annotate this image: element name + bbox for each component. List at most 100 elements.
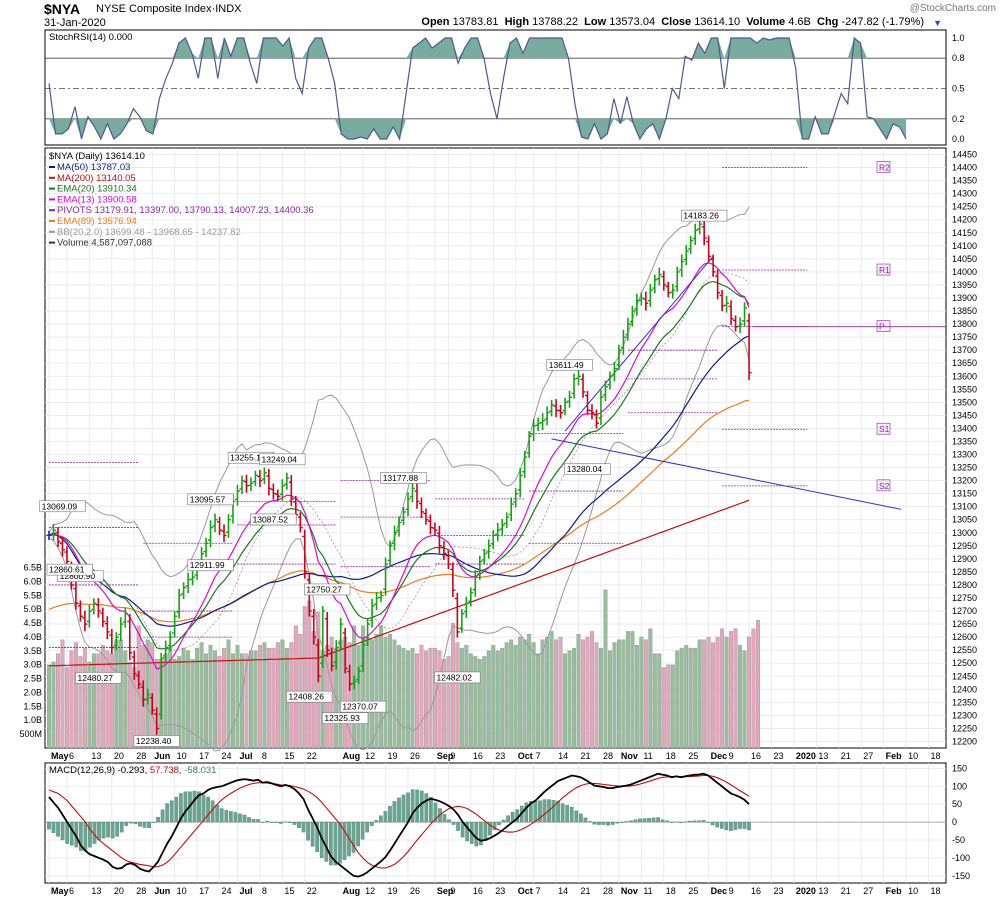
volume-bar: [87, 661, 92, 749]
volume-bar: [545, 636, 550, 749]
ohlc-bar: [306, 574, 312, 617]
macd-hist-bar: [97, 821, 101, 841]
stockcharts-credit[interactable]: @StockCharts.com: [909, 3, 996, 14]
price-tick-label: 13350: [952, 436, 977, 446]
volume-bar: [630, 631, 635, 749]
ohlc-bar: [472, 570, 478, 597]
price-annotation: 13177.88: [380, 472, 427, 484]
volume-bar: [504, 642, 509, 749]
macd-hist-bar: [697, 820, 701, 823]
price-tick-label: 12900: [952, 554, 977, 564]
price-annotation-label: 12800.90: [60, 571, 96, 581]
price-annotation: 13249.04: [259, 453, 306, 466]
macd-hist-bar: [642, 818, 647, 823]
macd-time-axis-label: 23: [495, 886, 505, 896]
volume-tick-label: 6.0B: [23, 576, 42, 586]
volume-bar: [554, 639, 559, 749]
macd-hist-bar: [60, 821, 65, 841]
ohlc-bar: [392, 525, 398, 551]
ohlc-bar: [91, 598, 97, 615]
macd-time-axis-label: 25: [688, 886, 698, 896]
volume-bar: [567, 650, 572, 749]
volume-bar: [154, 659, 159, 749]
macd-hist-bar: [328, 821, 333, 866]
volume-bar: [275, 642, 280, 749]
macd-hist-bar: [442, 814, 447, 823]
volume-bar: [585, 636, 590, 749]
ohlc-bar: [418, 497, 424, 519]
macd-hist-bar: [301, 821, 306, 833]
price-annotation-box: [340, 700, 387, 713]
ohlc-bar: [688, 235, 694, 254]
volume-bar: [428, 647, 433, 749]
macd-time-axis-label: Feb: [886, 886, 903, 896]
time-axis-label: 26: [410, 751, 420, 761]
macd-hist-bar: [160, 809, 165, 823]
ohlc-bar: [697, 218, 703, 235]
macd-hist-bar: [233, 812, 238, 823]
macd-time-axis-label: 19: [388, 886, 398, 896]
time-axis-label: 25: [688, 751, 698, 761]
time-axis-label: 12: [365, 751, 375, 761]
volume-bar: [82, 647, 87, 749]
price-tick-label: 13950: [952, 280, 977, 290]
price-tick-label: 12400: [952, 684, 977, 694]
ohlc-bar: [459, 609, 465, 633]
time-axis-label: 22: [307, 751, 317, 761]
time-axis-label: 14: [558, 751, 568, 761]
macd-hist-bar: [88, 821, 92, 848]
time-axis-label: 9: [729, 751, 734, 761]
macd-hist-bar: [115, 821, 120, 837]
macd-hist-bar: [356, 821, 360, 847]
macd-hist-bar: [747, 821, 751, 831]
pivot-label-text: S2: [879, 481, 890, 491]
ema13-line: [48, 262, 750, 670]
time-axis-label: Jul: [239, 751, 252, 761]
volume-bar: [244, 653, 249, 749]
volume-bar: [311, 631, 316, 749]
ohlc-bar: [158, 652, 164, 720]
ohlc-bar: [643, 291, 649, 311]
volume-bar: [675, 650, 680, 749]
price-tick-label: 13600: [952, 371, 977, 381]
macd-hist-bar: [660, 819, 665, 823]
macd-tick-label: -150: [952, 871, 970, 881]
legend-entry: MA(200) 13140.05: [57, 173, 136, 184]
volume-bar: [365, 636, 370, 749]
ohlc-bar: [154, 707, 160, 735]
ohlc-bar: [679, 254, 685, 277]
macd-hist-bar: [106, 821, 110, 838]
price-annotation-box: [75, 672, 122, 684]
volume-bar: [513, 645, 518, 749]
time-axis-label: 17: [199, 751, 209, 761]
macd-time-axis-label: 24: [222, 886, 232, 896]
ohlc-bar: [526, 431, 532, 458]
volume-bar: [222, 647, 226, 749]
volume-bar: [657, 653, 662, 749]
macd-hist-bar: [165, 803, 170, 823]
macd-hist-bar: [228, 811, 233, 823]
volume-bar: [397, 645, 401, 749]
volume-bar: [172, 659, 177, 749]
chart-date: 31-Jan-2020: [44, 17, 106, 29]
chevron-down-icon[interactable]: ▼: [933, 18, 942, 28]
macd-tick-label: -50: [952, 835, 965, 845]
ohlc-bar: [140, 680, 146, 707]
ohlc-bar: [468, 587, 474, 607]
legend-entry: EMA(89) 13576.94: [57, 216, 137, 227]
volume-tick-label: 3.0B: [23, 660, 42, 670]
macd-hist-bar: [456, 821, 460, 831]
time-axis-label: 7: [536, 751, 541, 761]
price-tick-label: 13100: [952, 502, 977, 512]
time-axis-label: Sep: [437, 751, 454, 761]
ohlc-bar: [333, 640, 339, 670]
macd-time-axis-label: 6: [69, 886, 74, 896]
volume-bar: [307, 600, 312, 749]
volume-tick-label: 2.5B: [23, 674, 42, 684]
macd-time-axis-label: 18: [666, 886, 676, 896]
time-axis-label: May: [51, 751, 69, 761]
macd-hist-bar: [119, 821, 124, 833]
pivot-label: S1: [876, 422, 891, 435]
volume-bar: [625, 631, 630, 749]
